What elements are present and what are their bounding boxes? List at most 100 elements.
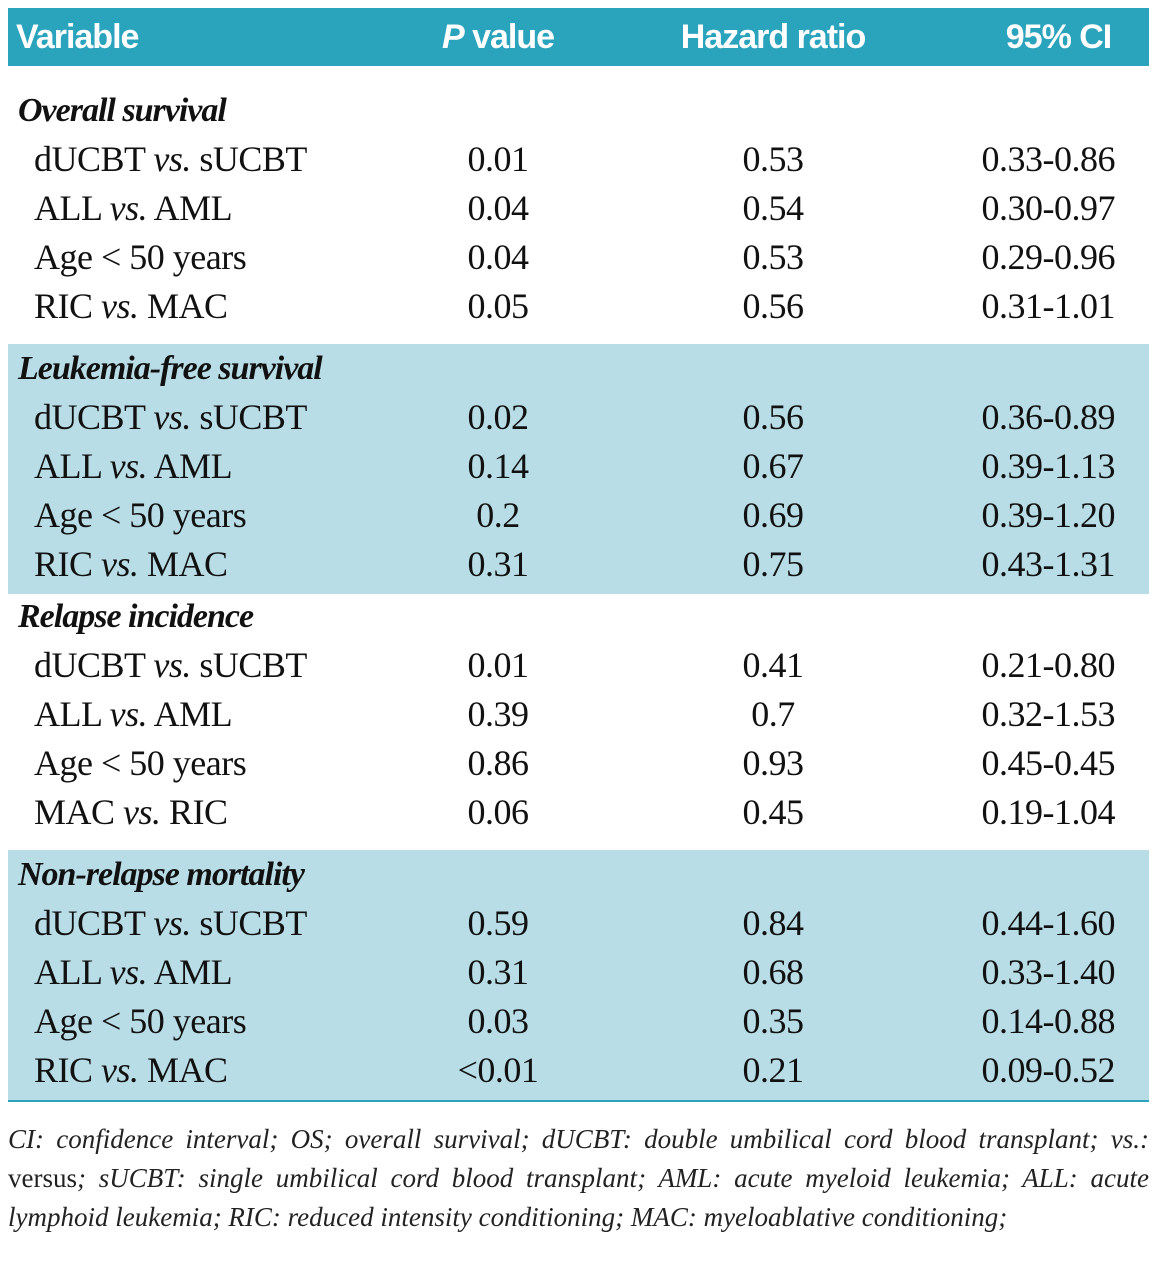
variable-b: MAC xyxy=(147,285,228,326)
cell-ci: 0.45-0.45 xyxy=(981,742,1116,783)
variable-b: AML xyxy=(153,187,233,228)
table-row: dUCBT vs. sUCBT 0.59 0.84 0.44-1.60 xyxy=(8,898,1149,947)
cell-p-value: 0.39 xyxy=(467,693,530,734)
header-variable: Variable xyxy=(16,17,139,56)
variable-vs: vs. xyxy=(109,445,148,486)
cell-p-value: 0.06 xyxy=(467,791,530,832)
cell-p-value: 0.2 xyxy=(476,494,520,535)
table-row: RIC vs. MAC 0.05 0.56 0.31-1.01 xyxy=(8,281,1149,330)
variable-b: AML xyxy=(153,693,233,734)
cell-p-value: 0.86 xyxy=(467,742,530,783)
cell-variable: Age < 50 years xyxy=(8,1000,418,1042)
variable-vs: vs. xyxy=(153,902,191,943)
table-row: RIC vs. MAC <0.01 0.21 0.09-0.52 xyxy=(8,1045,1149,1094)
cell-hazard-ratio: 0.54 xyxy=(742,187,805,228)
variable-a: RIC xyxy=(34,543,93,584)
section-spacer xyxy=(8,330,1149,344)
cell-ci: 0.30-0.97 xyxy=(981,187,1116,228)
table-row: Age < 50 years 0.04 0.53 0.29-0.96 xyxy=(8,232,1149,281)
cell-hazard-ratio: 0.93 xyxy=(742,742,805,783)
section-1: Leukemia-free survival dUCBT vs. sUCBT 0.0… xyxy=(8,344,1149,594)
variable-a: dUCBT xyxy=(34,644,145,685)
table-row: MAC vs. RIC 0.06 0.45 0.19-1.04 xyxy=(8,787,1149,836)
section-title: Leukemia-free survival xyxy=(18,350,323,387)
cell-hazard-ratio: 0.68 xyxy=(742,951,805,992)
variable-vs: vs. xyxy=(153,138,191,179)
variable-b: sUCBT xyxy=(199,396,307,437)
variable-a: ALL xyxy=(34,445,102,486)
cell-variable: ALL vs. AML xyxy=(8,445,418,487)
cell-p-value: 0.05 xyxy=(467,285,530,326)
section-title: Relapse incidence xyxy=(18,598,254,635)
cell-ci: 0.14-0.88 xyxy=(981,1000,1116,1041)
cell-variable: RIC vs. MAC xyxy=(8,543,418,585)
cell-hazard-ratio: 0.53 xyxy=(742,236,805,277)
cell-hazard-ratio: 0.53 xyxy=(742,138,805,179)
cell-p-value: 0.02 xyxy=(467,396,530,437)
footnote-part2: versus xyxy=(8,1163,77,1193)
cell-variable: ALL vs. AML xyxy=(8,693,418,735)
cell-ci: 0.31-1.01 xyxy=(981,285,1116,326)
cell-variable: RIC vs. MAC xyxy=(8,285,418,327)
header-ci: 95% CI xyxy=(1005,17,1113,56)
cell-p-value: <0.01 xyxy=(457,1049,539,1090)
cell-hazard-ratio: 0.56 xyxy=(742,396,805,437)
cell-p-value: 0.04 xyxy=(467,236,530,277)
cell-hazard-ratio: 0.7 xyxy=(751,693,795,734)
variable-b: sUCBT xyxy=(199,902,307,943)
header-p-value: P value xyxy=(418,18,578,57)
cell-hazard-ratio: 0.75 xyxy=(742,543,805,584)
section-title: Overall survival xyxy=(18,92,227,129)
cell-ci: 0.43-1.31 xyxy=(981,543,1116,584)
variable-b: AML xyxy=(153,445,233,486)
cell-ci: 0.33-0.86 xyxy=(981,138,1116,179)
header-spacer xyxy=(8,66,1149,88)
footnote-part3: ; sUCBT: single umbilical cord blood tra… xyxy=(8,1163,1149,1232)
variable-a: dUCBT xyxy=(34,396,145,437)
cell-ci: 0.39-1.13 xyxy=(981,445,1116,486)
cell-variable: Age < 50 years xyxy=(8,494,418,536)
variable-vs: vs. xyxy=(109,951,148,992)
variable-b: MAC xyxy=(147,543,228,584)
variable-a: dUCBT xyxy=(34,902,145,943)
cell-variable: ALL vs. AML xyxy=(8,951,418,993)
variable-vs: vs. xyxy=(101,1049,139,1090)
table-row: dUCBT vs. sUCBT 0.01 0.41 0.21-0.80 xyxy=(8,640,1149,689)
cell-p-value: 0.59 xyxy=(467,902,530,943)
results-table: Variable P value Hazard ratio 95% CI Ove… xyxy=(8,8,1149,1102)
cell-ci: 0.32-1.53 xyxy=(981,693,1116,734)
variable-a: Age < 50 years xyxy=(34,494,247,535)
cell-variable: MAC vs. RIC xyxy=(8,791,418,833)
variable-a: Age < 50 years xyxy=(34,236,247,277)
table-row: Age < 50 years 0.86 0.93 0.45-0.45 xyxy=(8,738,1149,787)
cell-p-value: 0.14 xyxy=(467,445,530,486)
table-row: dUCBT vs. sUCBT 0.01 0.53 0.33-0.86 xyxy=(8,134,1149,183)
variable-a: RIC xyxy=(34,285,93,326)
cell-p-value: 0.03 xyxy=(467,1000,530,1041)
header-p-rest: value xyxy=(463,17,555,56)
cell-ci: 0.44-1.60 xyxy=(981,902,1116,943)
bottom-rule xyxy=(8,1100,1149,1102)
footnote-part1: CI: confidence interval; OS; overall sur… xyxy=(8,1124,1149,1154)
cell-variable: dUCBT vs. sUCBT xyxy=(8,138,418,180)
section-3: Non-relapse mortality dUCBT vs. sUCBT 0.59… xyxy=(8,850,1149,1100)
cell-ci: 0.36-0.89 xyxy=(981,396,1116,437)
section-0: Overall survival dUCBT vs. sUCBT 0.01 0.53 0… xyxy=(8,88,1149,344)
variable-b: RIC xyxy=(169,791,228,832)
table-body: Overall survival dUCBT vs. sUCBT 0.01 0.53 0… xyxy=(8,88,1149,1102)
header-p-italic: P xyxy=(441,17,465,56)
cell-variable: ALL vs. AML xyxy=(8,187,418,229)
variable-vs: vs. xyxy=(153,644,191,685)
cell-hazard-ratio: 0.56 xyxy=(742,285,805,326)
variable-vs: vs. xyxy=(101,543,139,584)
cell-hazard-ratio: 0.84 xyxy=(742,902,805,943)
variable-b: sUCBT xyxy=(199,644,307,685)
variable-b: AML xyxy=(153,951,233,992)
cell-variable: dUCBT vs. sUCBT xyxy=(8,396,418,438)
cell-ci: 0.29-0.96 xyxy=(981,236,1116,277)
cell-hazard-ratio: 0.35 xyxy=(742,1000,805,1041)
cell-p-value: 0.01 xyxy=(467,644,530,685)
cell-ci: 0.21-0.80 xyxy=(981,644,1116,685)
table-header: Variable P value Hazard ratio 95% CI xyxy=(8,8,1149,66)
variable-vs: vs. xyxy=(153,396,191,437)
